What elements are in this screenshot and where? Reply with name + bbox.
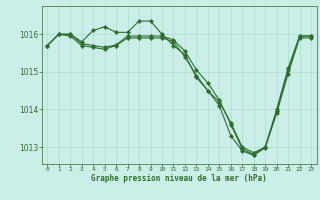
X-axis label: Graphe pression niveau de la mer (hPa): Graphe pression niveau de la mer (hPa) xyxy=(91,174,267,183)
